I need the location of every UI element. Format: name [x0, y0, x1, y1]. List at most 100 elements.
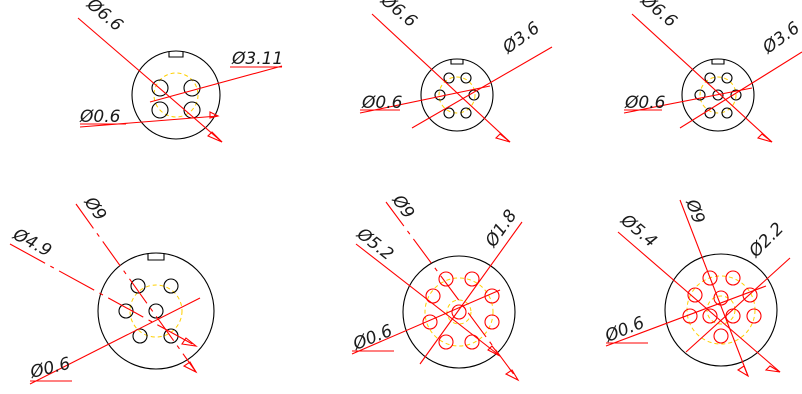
connector-4-pcd-leader [9, 243, 197, 347]
connector-4-pin [163, 278, 179, 294]
connector-1-key-notch [168, 51, 184, 58]
connector-3-pcd-label: Ø3.6 [758, 18, 802, 59]
connector-5-pin [484, 314, 500, 330]
connector-3-body-circle [681, 58, 755, 132]
connector-5-pitch-circle-outer [424, 277, 494, 347]
connector-4-outer-leader [75, 203, 197, 373]
connector-6-pin [725, 308, 741, 324]
connector-5-body-circle [402, 255, 516, 369]
connector-3-pin [704, 72, 716, 84]
connector-6-pin [713, 328, 729, 344]
connector-1-pcd-leader [149, 65, 283, 103]
connector-5-pin [422, 314, 438, 330]
connector-1-pin [151, 79, 169, 97]
connector-2-pin-diameter-label: Ø0.6 [361, 93, 403, 113]
connector-5-pcd-outer-leader [355, 243, 501, 357]
connector-5-pin-diameter-label: Ø0.6 [349, 321, 395, 355]
connector-2-pin [434, 89, 446, 101]
connector-5-pcd-inner-leader [419, 221, 523, 365]
connector-4-pin [148, 303, 164, 319]
connector-1-dim-arrow [207, 131, 223, 143]
connector-2-pin [460, 107, 472, 119]
connector-4-pin [163, 328, 179, 344]
connector-6: Ø9 Ø5.4 Ø2.2 Ø0.6 [601, 196, 791, 378]
connector-6-pin [702, 308, 718, 324]
connector-4-key-notch [147, 253, 165, 261]
connector-4-dim-arrow [181, 337, 198, 347]
connector-1-pin-diameter-label: Ø0.6 [79, 107, 121, 127]
connector-1: Ø6.6 Ø3.11 Ø0.6 [77, 0, 283, 143]
connector-5: Ø9 Ø5.2 Ø1.8 Ø0.6 [349, 191, 523, 382]
connector-4-pin [118, 303, 134, 319]
connector-2-outer-leader [371, 13, 511, 143]
connector-3-outer-diameter-label: Ø6.6 [636, 0, 681, 32]
connector-5-dim-arrow [504, 369, 520, 382]
connector-5-pcd-inner-label: Ø1.8 [481, 206, 521, 252]
connector-2-pin [443, 107, 455, 119]
connector-6-dim-arrow [736, 365, 750, 378]
connector-6-pin-leader [605, 285, 767, 347]
connector-6-body-circle [664, 253, 778, 367]
connector-1-outer-diameter-label: Ø6.6 [82, 0, 127, 36]
connector-3: Ø6.6 Ø3.6 Ø0.6 [623, 0, 802, 143]
connector-2-pcd-label: Ø3.6 [498, 18, 543, 59]
connector-5-pin [438, 271, 454, 287]
connector-1-body-circle [131, 50, 221, 140]
connector-5-pin-leader [351, 289, 501, 355]
connector-5-pin [451, 304, 467, 320]
connector-1-pcd-label: Ø3.11 [231, 49, 283, 69]
connector-6-pcd-outer-label: Ø5.4 [616, 210, 661, 252]
connector-5-pin [425, 288, 441, 304]
connector-1-outer-leader [77, 17, 223, 143]
connector-3-pin [712, 89, 724, 101]
connector-3-pin-diameter-label: Ø0.6 [624, 93, 666, 113]
connector-6-pin [682, 308, 698, 324]
connector-2-pin-leader [359, 85, 491, 114]
connector-2-body-circle [420, 58, 494, 132]
connector-1-pin-leader [79, 115, 219, 128]
connector-4-pin-leader [29, 297, 201, 385]
connector-2-dim-arrow [494, 133, 511, 143]
connector-4: Ø9 Ø4.9 Ø0.6 [9, 193, 215, 385]
connector-2: Ø6.6 Ø3.6 Ø0.6 [359, 0, 553, 143]
connector-3-pin [694, 89, 706, 101]
connector-3-key-notch [711, 59, 725, 65]
connector-6-pin-diameter-label: Ø0.6 [601, 313, 647, 347]
connector-6-pcd-inner-leader [685, 257, 791, 353]
connector-4-pin [130, 278, 146, 294]
connector-6-pitch-circle-outer [686, 275, 756, 345]
connector-3-pin-leader [623, 87, 753, 114]
connector-6-outer-diameter-label: Ø9 [681, 196, 708, 227]
connector-3-outer-leader [631, 13, 773, 143]
connector-6-pin [687, 287, 703, 303]
connector-5-pin [464, 271, 480, 287]
connector-2-pitch-circle [438, 76, 476, 114]
connector-6-pin [746, 308, 762, 324]
connector-4-body-circle [97, 252, 215, 370]
connector-6-pcd-outer-leader [617, 231, 781, 373]
connector-6-pin [702, 270, 718, 286]
connector-3-pin [721, 72, 733, 84]
connector-3-dim-arrow [756, 133, 773, 143]
connector-5-pitch-circle-inner [446, 299, 472, 325]
connector-3-pin [721, 107, 733, 119]
connector-5-dim-arrow [487, 345, 501, 357]
connector-2-outer-diameter-label: Ø6.6 [376, 0, 421, 32]
connector-4-outer-diameter-label: Ø9 [79, 193, 110, 225]
connector-4-dim-arrow [182, 361, 198, 374]
connector-2-key-notch [450, 59, 464, 65]
connector-6-pcd-inner-label: Ø2.2 [745, 219, 788, 262]
connector-1-dim-arrow [209, 111, 220, 119]
connector-5-outer-diameter-label: Ø9 [387, 191, 418, 223]
connector-1-pitch-circle [153, 72, 199, 118]
connector-3-pin [730, 89, 742, 101]
connector-5-pin [464, 334, 480, 350]
connector-4-pin [132, 328, 148, 344]
connector-6-outer-leader [679, 199, 749, 377]
connector-1-pin [183, 79, 201, 97]
connector-5-pin [438, 334, 454, 350]
connector-1-pin [151, 101, 169, 119]
connector-4-pin-diameter-label: Ø0.6 [27, 354, 72, 383]
